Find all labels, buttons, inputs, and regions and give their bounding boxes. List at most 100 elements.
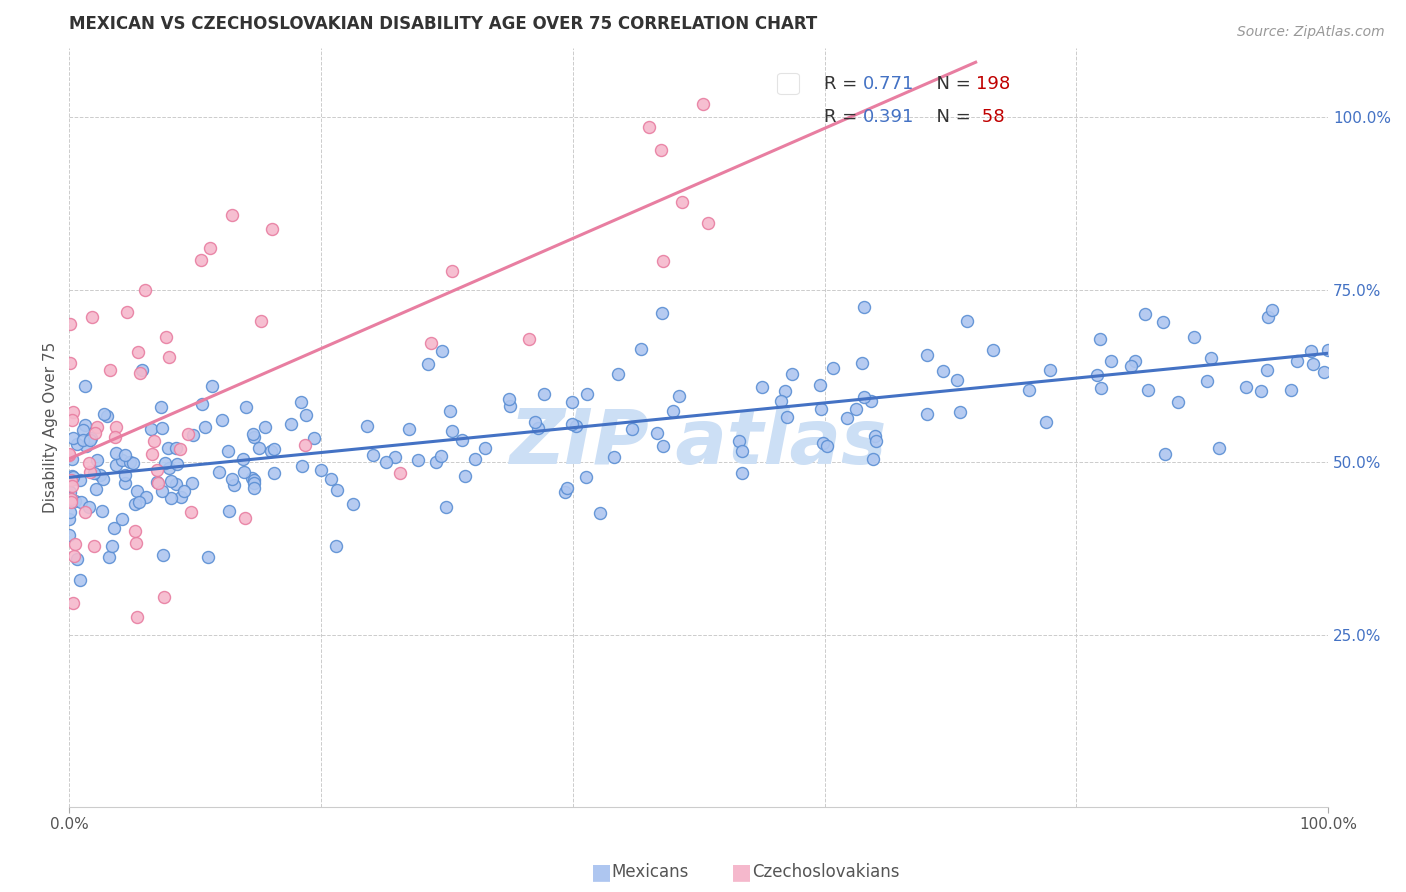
Point [406,452,429,467]
Point [73,418,96,433]
Point [253,419,276,434]
Point [105,419,128,434]
Point [356,418,378,433]
Point [58,491,80,505]
Point [630,343,652,357]
Point [1261,302,1284,317]
Point [243,481,266,495]
Point [565,419,588,434]
Point [425,455,447,469]
Point [120,455,142,469]
Point [981,343,1004,358]
Point [1018,384,1040,398]
Point [1133,307,1156,321]
Point [197,549,219,564]
Point [325,539,347,553]
Point [1257,310,1279,325]
Text: R =: R = [824,75,863,93]
Point [127,344,149,359]
Point [90,504,112,518]
Point [620,422,643,436]
Point [1166,395,1188,409]
Point [652,439,675,453]
Point [915,347,938,361]
Point [342,497,364,511]
Point [97,549,120,564]
Point [464,451,486,466]
Point [155,330,177,344]
Point [606,367,628,381]
Point [66,552,89,566]
Text: Czechoslovakians: Czechoslovakians [752,863,900,881]
Point [111,511,134,525]
Point [128,495,150,509]
Point [98,363,121,377]
Point [948,405,970,419]
Text: ■: ■ [591,863,612,882]
Point [73,505,96,519]
Point [180,476,202,491]
Text: 0.771: 0.771 [863,75,915,93]
Point [1256,362,1278,376]
Point [124,524,146,539]
Point [159,491,181,505]
Point [60,479,83,493]
Point [576,387,599,401]
Point [361,448,384,462]
Point [165,476,187,491]
Point [166,457,188,471]
Point [173,483,195,498]
Point [104,458,127,472]
Point [1301,343,1323,358]
Point [63,537,86,551]
Point [851,356,873,370]
Point [194,419,217,434]
Point [58,448,80,462]
Point [262,221,284,235]
Point [59,318,82,332]
Point [89,467,111,482]
Point [575,470,598,484]
Point [70,494,93,508]
Point [668,389,690,403]
Point [602,450,624,464]
Point [79,433,101,447]
Point [731,444,754,458]
Point [60,451,83,466]
Text: N =: N = [925,75,977,93]
Point [146,475,169,490]
Point [775,384,797,399]
Point [93,407,115,421]
Point [775,410,797,425]
Point [181,428,204,442]
Point [80,432,103,446]
Point [86,420,108,434]
Point [1199,351,1222,365]
Point [141,422,163,436]
Text: 0.391: 0.391 [863,108,915,126]
Point [810,401,832,416]
Point [439,404,461,418]
Point [218,504,240,518]
Point [180,504,202,518]
Point [104,430,127,444]
Point [524,415,547,429]
Point [554,484,576,499]
Point [169,442,191,457]
Text: Source: ZipAtlas.com: Source: ZipAtlas.com [1237,25,1385,39]
Point [156,441,179,455]
Point [398,422,420,436]
Point [217,444,239,458]
Point [201,379,224,393]
Point [956,314,979,328]
Point [325,483,347,498]
Point [821,361,844,376]
Point [517,332,540,346]
Point [83,425,105,440]
Point [815,439,838,453]
Point [157,460,180,475]
Point [127,484,149,499]
Point [1208,441,1230,455]
Y-axis label: Disability Age Over 75: Disability Age Over 75 [44,343,58,513]
Point [208,465,231,479]
